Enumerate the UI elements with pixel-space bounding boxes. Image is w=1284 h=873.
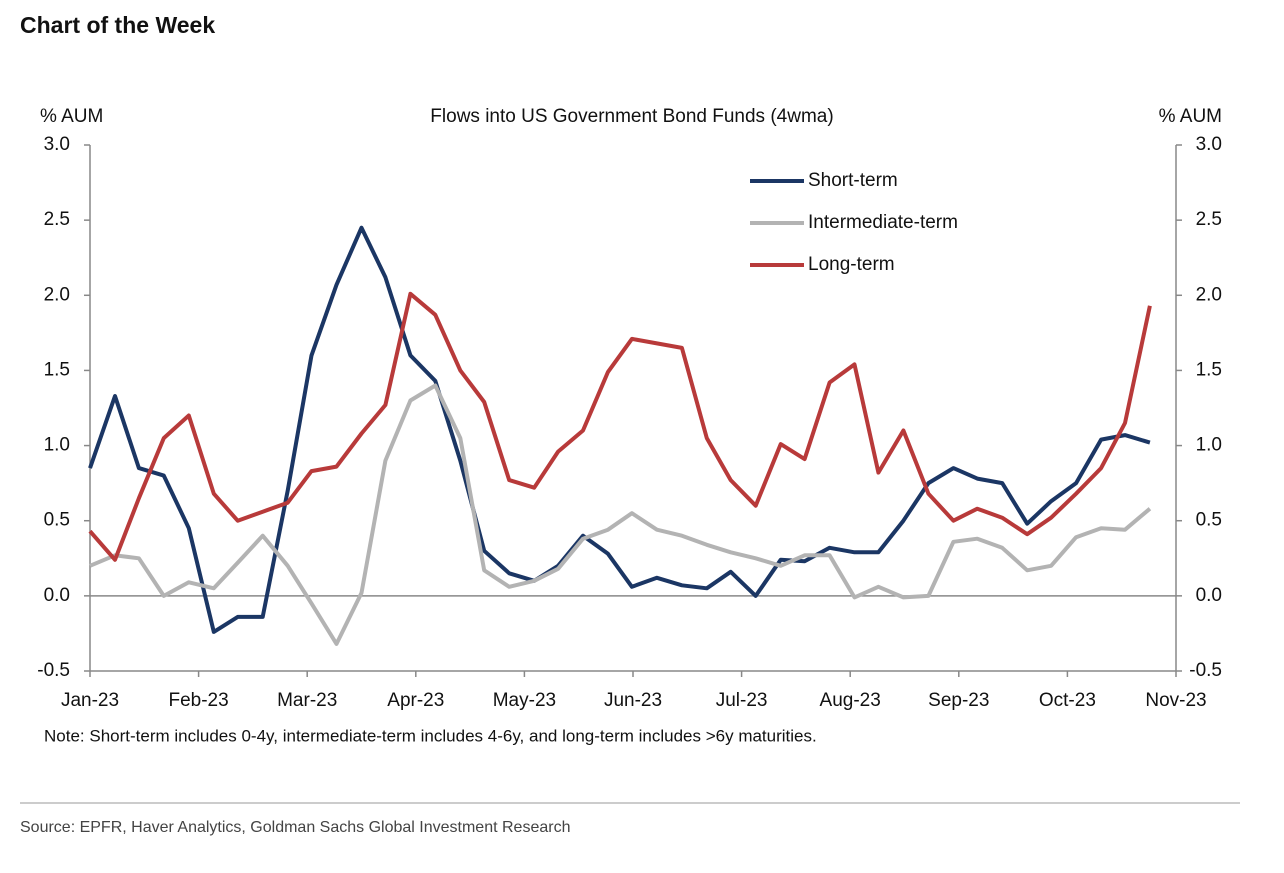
chart-note: Note: Short-term includes 0-4y, intermed… [44,726,817,745]
x-tick-label: Jan-23 [61,690,119,711]
y2-tick-label: 2.0 [1196,284,1222,305]
x-tick-label: Jul-23 [716,690,768,711]
y2-tick-label: 0.5 [1196,510,1222,531]
x-tick-label: Nov-23 [1145,690,1206,711]
series-line [88,225,1151,634]
chart-title: Flows into US Government Bond Funds (4wm… [430,106,833,127]
legend-label: Long-term [808,254,895,275]
y-tick-label: 3.0 [44,134,70,155]
y2-tick-label: -0.5 [1189,660,1222,681]
y2-tick-label: 2.5 [1196,209,1222,230]
y-tick-label: 1.0 [44,435,70,456]
y-tick-label: -0.5 [37,660,70,681]
y-axis-label: % AUM [40,106,103,127]
x-tick-label: Oct-23 [1039,690,1096,711]
y-tick-label: 2.0 [44,284,70,305]
x-tick-label: Apr-23 [387,690,444,711]
page-header: Chart of the Week [20,12,215,38]
x-tick-label: Sep-23 [928,690,989,711]
x-tick-label: May-23 [493,690,556,711]
y2-tick-label: 1.0 [1196,435,1222,456]
x-tick-label: Jun-23 [604,690,662,711]
series-line [88,291,1152,562]
x-tick-label: Aug-23 [820,690,881,711]
legend-label: Intermediate-term [808,212,958,233]
y-tick-label: 0.5 [44,510,70,531]
series-line [89,383,1152,646]
y2-tick-label: 0.0 [1196,585,1222,606]
y2-axis-label: % AUM [1159,106,1222,127]
y2-tick-label: 1.5 [1196,359,1222,380]
y2-tick-label: 3.0 [1196,134,1222,155]
y-tick-label: 0.0 [44,585,70,606]
source: Source: EPFR, Haver Analytics, Goldman S… [20,819,570,836]
x-tick-label: Mar-23 [277,690,337,711]
y-tick-label: 1.5 [44,359,70,380]
legend-label: Short-term [808,170,898,191]
y-tick-label: 2.5 [44,209,70,230]
x-tick-label: Feb-23 [168,690,228,711]
